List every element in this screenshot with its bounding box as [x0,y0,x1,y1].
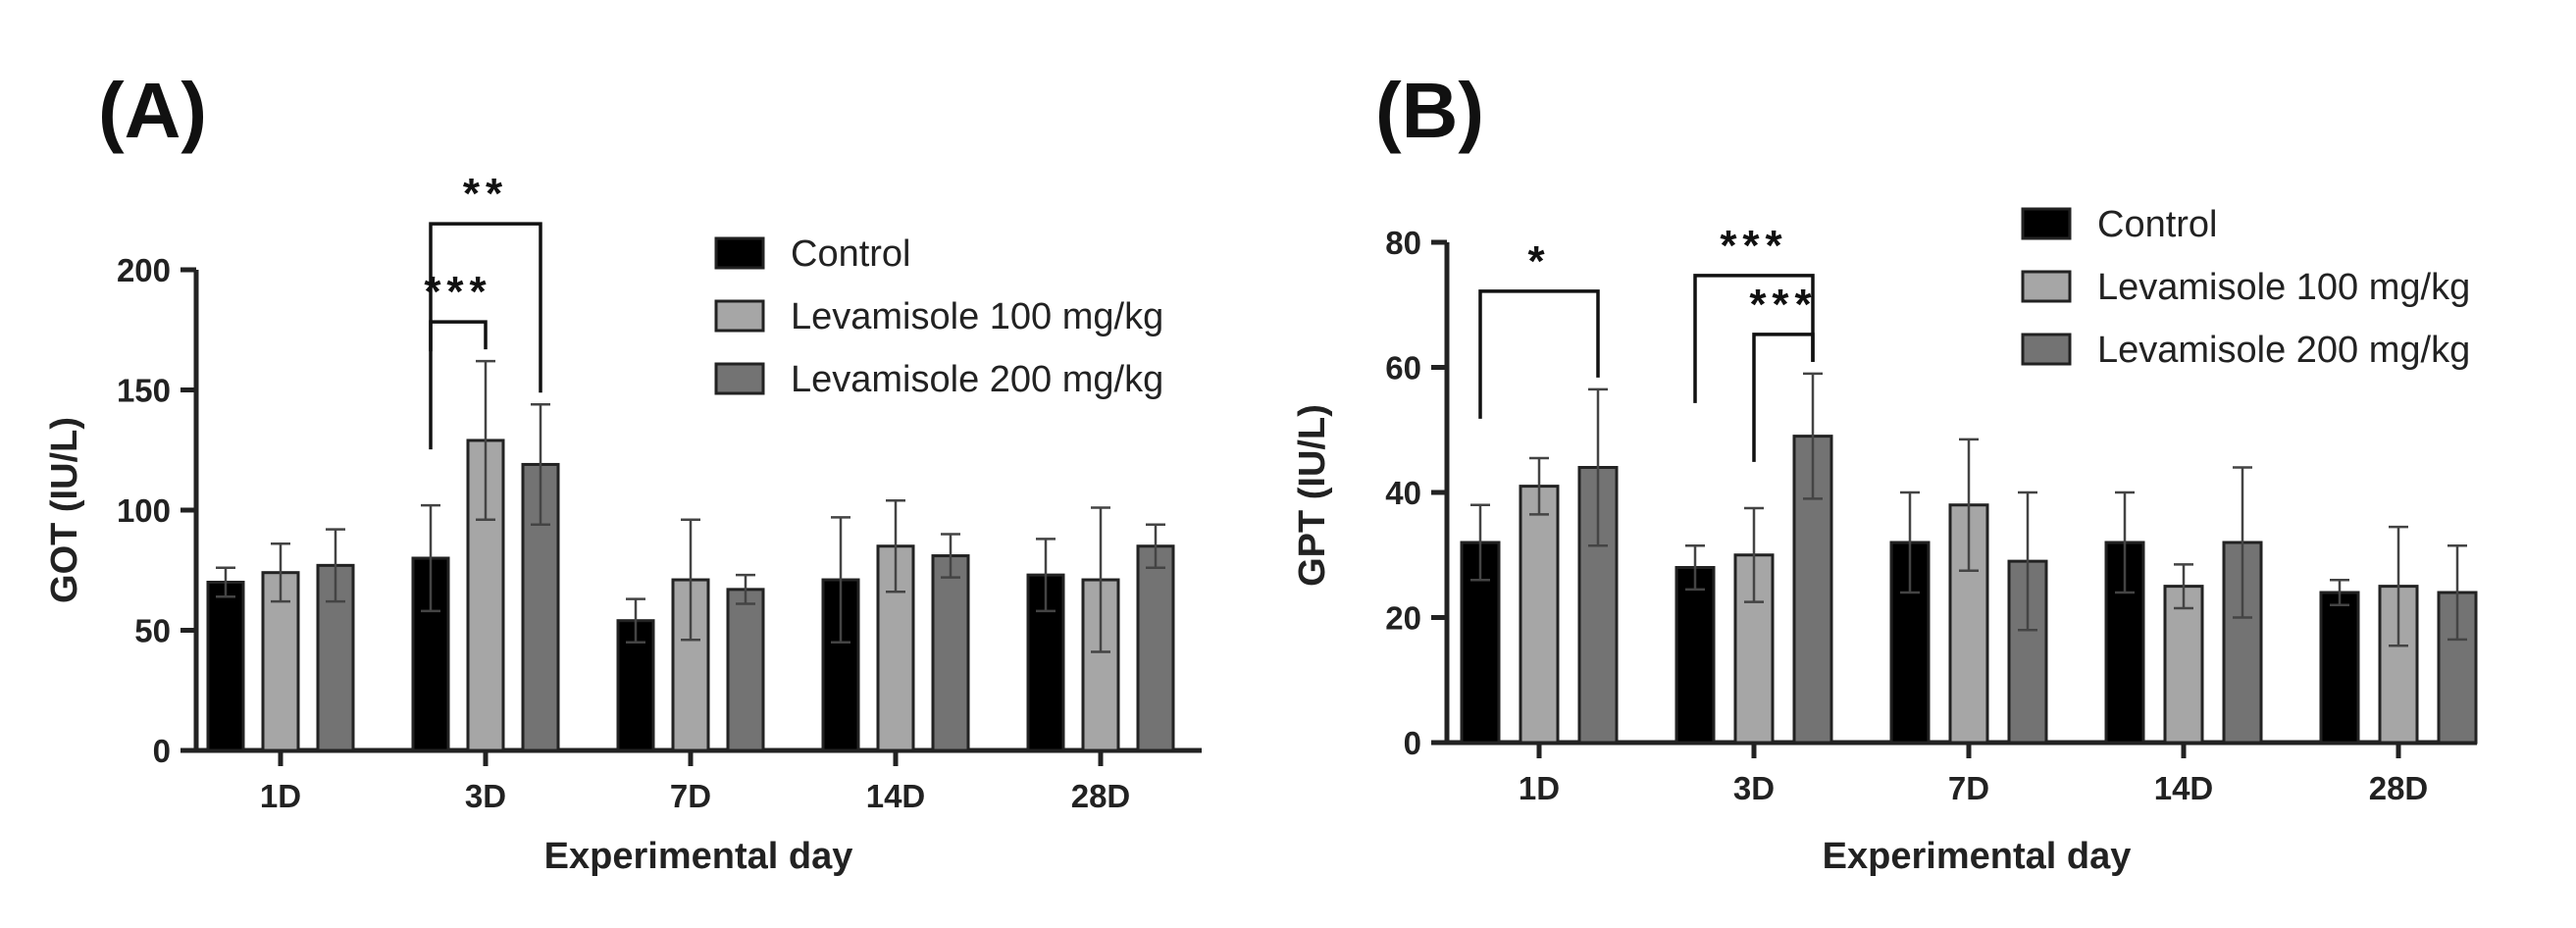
significance-label: *** [1749,281,1817,329]
y-tick-label: 20 [1385,600,1421,637]
significance-bracket [429,222,542,393]
legend-label: Levamisole 100 mg/kg [791,296,1163,337]
y-tick-label: 150 [117,373,171,409]
panel-label: (B) [1375,67,1484,154]
significance-label: *** [1720,222,1787,270]
legend-label: Levamisole 100 mg/kg [2097,267,2470,308]
significance-bracket [1478,289,1600,419]
significance-bracket [429,320,488,450]
legend-swatch [2021,333,2072,366]
significance-label: ** [463,170,508,218]
bar [2163,585,2204,745]
bar [1674,566,1716,745]
bar [1519,485,1560,745]
y-axis-title: GOT (IU/L) [44,417,85,603]
bar [1136,544,1175,752]
y-tick-label: 40 [1385,475,1421,511]
y-tick-label: 200 [117,252,171,288]
legend-swatch [2021,207,2072,240]
x-tick-label: 28D [1071,778,1131,814]
legend-label: Levamisole 200 mg/kg [791,359,1163,400]
legend-swatch [714,236,765,270]
x-tick-label: 14D [866,778,926,814]
x-tick-label: 3D [1733,770,1775,806]
significance-label: * [1527,237,1550,285]
panel-a-chart: (A) 0 50 100 150 200 1D 3D 7D 14D 28D Experimental … [44,67,1202,877]
x-tick-label: 7D [1948,770,1989,806]
panel-label: (A) [98,67,207,154]
y-tick-label: 0 [1404,725,1421,761]
bar [726,588,765,752]
x-tick-label: 14D [2154,770,2214,806]
x-tick-label: 1D [1519,770,1560,806]
y-tick-label: 0 [153,733,171,769]
y-tick-label: 100 [117,492,171,529]
legend-label: Levamisole 200 mg/kg [2097,330,2470,371]
x-tick-label: 7D [670,778,711,814]
legend-swatch [714,299,765,333]
significance-bracket [1693,274,1815,403]
bar [2319,591,2360,745]
legend-label: Control [791,233,911,275]
significance-label: *** [424,268,491,316]
bar [206,581,245,752]
y-tick-label: 80 [1385,225,1421,261]
y-tick-label: 60 [1385,350,1421,387]
x-tick-label: 3D [465,778,506,814]
x-tick-label: 1D [260,778,301,814]
x-tick-label: 28D [2369,770,2429,806]
legend-swatch [714,362,765,395]
legend-label: Control [2097,204,2218,245]
bar [931,554,970,752]
x-axis-title: Experimental day [1823,836,2132,877]
x-axis-title: Experimental day [544,836,853,877]
y-axis-title: GPT (IU/L) [1292,404,1333,587]
significance-bracket [1752,333,1815,462]
panel-b-chart: (B) 0 20 40 60 80 1D 3D 7D 14D 28D Experimental day… [1292,67,2478,877]
legend-swatch [2021,270,2072,303]
y-tick-label: 50 [134,613,171,649]
